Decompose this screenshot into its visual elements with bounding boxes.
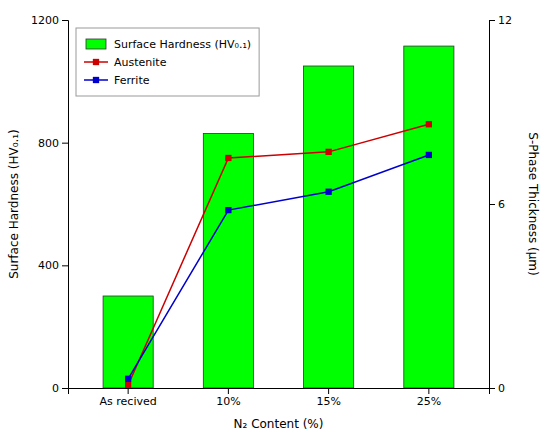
x-tick-label: 10% — [216, 395, 240, 408]
marker — [225, 155, 231, 161]
chart: As recived 10% 15% 25% 0 400 800 1200 0 6 12 N₂ Con… — [0, 0, 549, 438]
y-tick-label: 400 — [38, 259, 59, 272]
x-tick: 15% — [316, 388, 340, 408]
y-tick: 1200 — [31, 14, 68, 27]
legend-item: Austenite — [84, 56, 167, 69]
y2-axis-line — [490, 21, 496, 389]
x-tick-mark — [128, 388, 129, 394]
legend-item: Ferrite — [84, 74, 150, 87]
y-tick-mark — [62, 265, 68, 266]
marker — [225, 207, 231, 213]
line-series — [125, 121, 432, 388]
bar-series — [103, 46, 454, 388]
y-tick-label: 1200 — [31, 14, 59, 27]
line-series — [125, 152, 432, 382]
y2-tick-mark — [489, 20, 495, 21]
y2-axis-title: S-Phase Thickness (μm) — [526, 132, 540, 275]
legend-item: Surface Hardness (HV₀.₁) — [86, 38, 251, 51]
bar — [404, 46, 454, 388]
y2-tick-label: 12 — [498, 14, 512, 27]
y2-tick-mark — [489, 204, 495, 205]
y-tick-mark — [62, 388, 68, 389]
marker — [426, 121, 432, 127]
x-tick-mark — [328, 388, 329, 394]
x-axis-line — [69, 389, 490, 395]
bar — [103, 296, 153, 388]
marker — [125, 382, 131, 388]
y2-tick-mark — [489, 388, 495, 389]
y2-tick: 12 — [489, 14, 512, 27]
plot: As recived 10% 15% 25% 0 400 800 1200 0 6 12 N₂ Con… — [7, 14, 540, 431]
x-tick-mark — [428, 388, 429, 394]
legend-label: Surface Hardness (HV₀.₁) — [114, 38, 251, 51]
y-axis-line — [62, 21, 69, 389]
y2-tick-label: 0 — [498, 382, 505, 395]
marker — [325, 189, 331, 195]
x-tick: 10% — [216, 388, 240, 408]
y2-tick-label: 6 — [498, 198, 505, 211]
marker — [325, 149, 331, 155]
y-tick: 400 — [38, 259, 68, 272]
x-axis-title: N₂ Content (%) — [234, 417, 324, 431]
y2-axis: 0 6 12 — [489, 14, 512, 395]
legend-label: Austenite — [114, 56, 167, 69]
y2-tick: 6 — [489, 198, 505, 211]
x-axis: As recived 10% 15% 25% — [69, 388, 490, 408]
line — [128, 124, 429, 385]
y-tick-mark — [62, 143, 68, 144]
y-tick: 800 — [38, 137, 68, 150]
y-tick: 0 — [52, 382, 68, 395]
legend-marker — [93, 77, 99, 83]
marker — [125, 376, 131, 382]
x-tick-label: As recived — [100, 395, 157, 408]
legend-label: Ferrite — [114, 74, 150, 87]
marks — [103, 46, 454, 388]
x-tick-label: 15% — [316, 395, 340, 408]
y-tick-label: 0 — [52, 382, 59, 395]
marker — [426, 152, 432, 158]
legend-box — [76, 28, 259, 96]
legend-swatch — [86, 39, 106, 49]
y2-tick: 0 — [489, 382, 505, 395]
x-tick-label: 25% — [417, 395, 441, 408]
x-tick-mark — [228, 388, 229, 394]
y-tick-label: 800 — [38, 137, 59, 150]
y-axis: 0 400 800 1200 — [31, 14, 69, 395]
x-tick: 25% — [417, 388, 441, 408]
x-tick: As recived — [100, 388, 157, 408]
bar — [203, 133, 253, 388]
bar — [304, 66, 354, 388]
line — [128, 155, 429, 379]
legend-marker — [93, 59, 99, 65]
legend: Surface Hardness (HV₀.₁) Austenite Ferrite — [76, 28, 259, 96]
y-axis-title: Surface Hardness (HV₀.₁) — [7, 129, 21, 279]
y-tick-mark — [62, 20, 68, 21]
